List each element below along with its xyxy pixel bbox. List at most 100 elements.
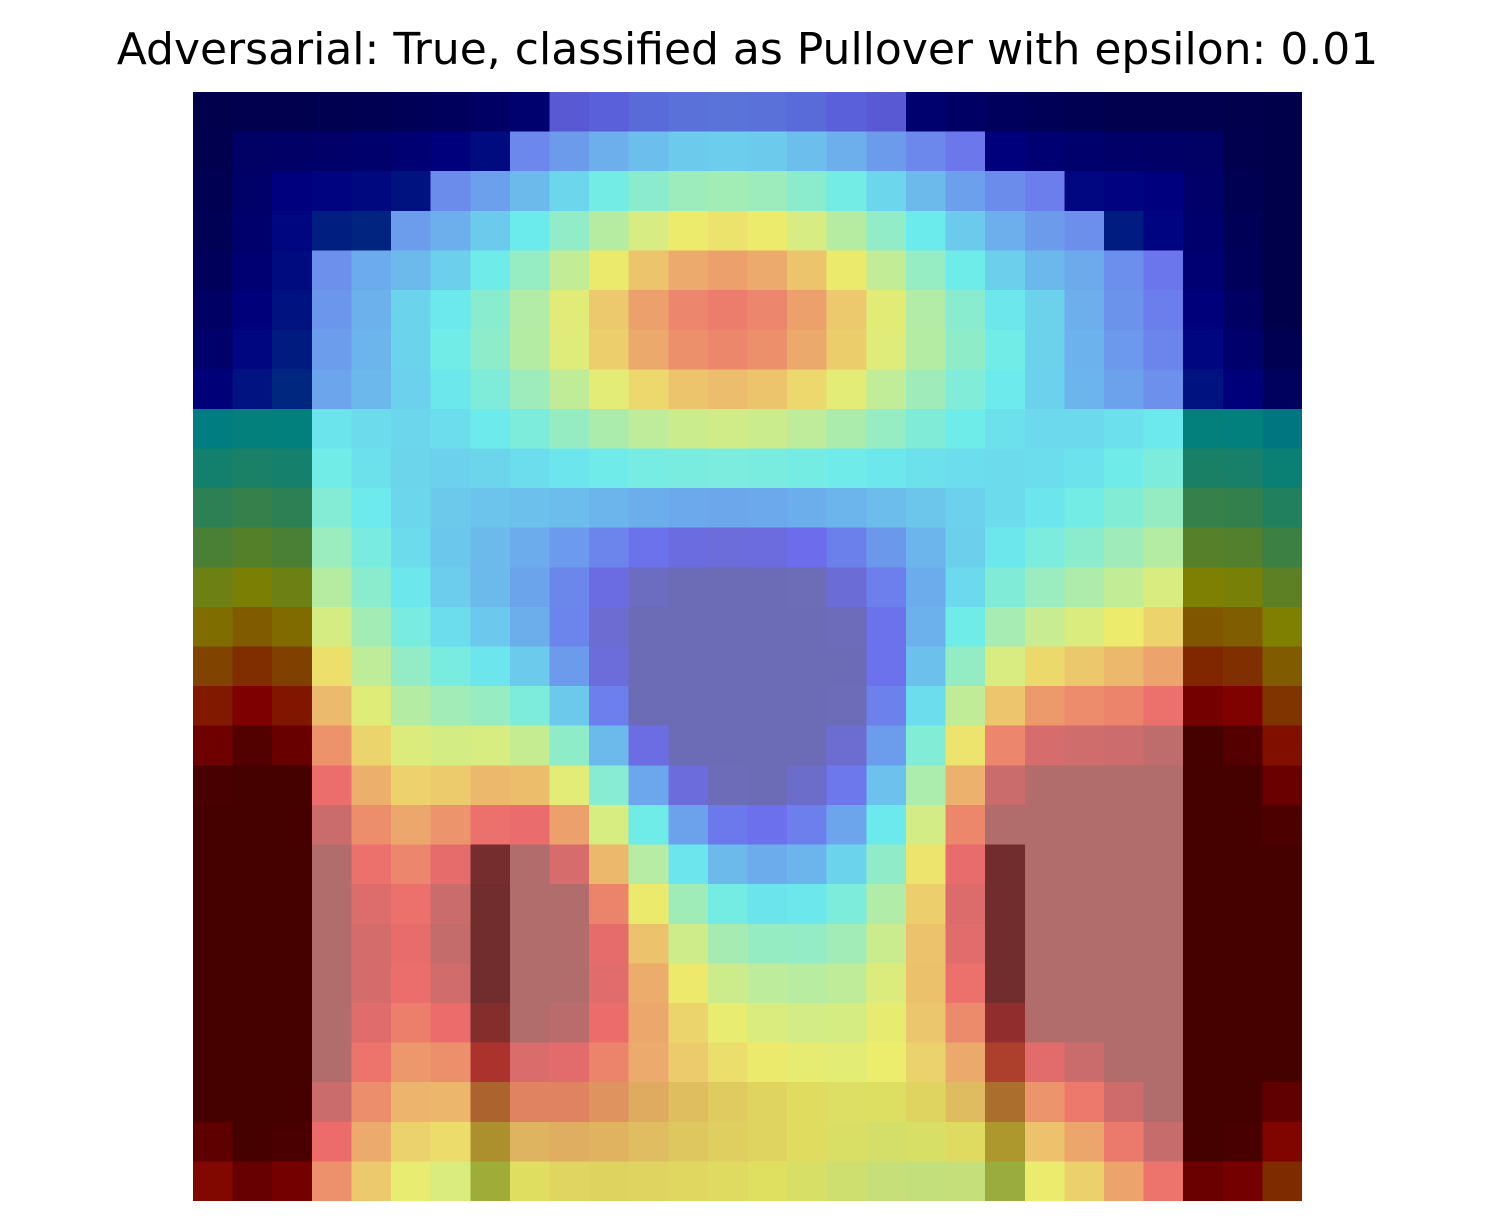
- heatmap-cell: [945, 606, 986, 648]
- heatmap-cell: [787, 131, 828, 173]
- heatmap-cell: [1064, 765, 1105, 806]
- heatmap-cell: [1064, 1121, 1105, 1163]
- heatmap-cell: [1262, 765, 1302, 806]
- heatmap-cell: [1103, 725, 1145, 767]
- heatmap-cell: [391, 171, 432, 212]
- heatmap-cell: [351, 369, 392, 410]
- heatmap-cell: [747, 369, 788, 410]
- heatmap-cell: [311, 844, 353, 885]
- heatmap-cell: [1103, 1082, 1145, 1123]
- heatmap-cell: [509, 844, 551, 885]
- heatmap-cell: [905, 567, 947, 608]
- heatmap-cell: [1103, 804, 1145, 846]
- heatmap-cell: [1222, 1161, 1264, 1201]
- heatmap-cell: [1262, 290, 1302, 331]
- heatmap-cell: [391, 448, 432, 489]
- heatmap-cell: [470, 131, 511, 173]
- heatmap-cell: [549, 92, 590, 133]
- heatmap-cell: [905, 448, 947, 489]
- heatmap-cell: [668, 369, 709, 410]
- heatmap-cell: [707, 884, 749, 925]
- heatmap-cell: [470, 567, 511, 608]
- heatmap-cell: [747, 844, 788, 885]
- heatmap-cell: [1064, 210, 1105, 252]
- heatmap-cell: [509, 884, 551, 925]
- heatmap-cell: [351, 963, 392, 1004]
- heatmap-cell: [232, 1042, 274, 1083]
- heatmap-cell: [1183, 1002, 1224, 1044]
- heatmap-cell: [747, 1042, 788, 1083]
- heatmap-cell: [826, 963, 868, 1004]
- heatmap-cell: [945, 686, 986, 727]
- heatmap-cell: [1262, 210, 1302, 252]
- heatmap-cell: [747, 1121, 788, 1163]
- heatmap-cell: [985, 1002, 1026, 1044]
- heatmap-cell: [430, 844, 472, 885]
- heatmap-cell: [549, 844, 590, 885]
- heatmap-cell: [193, 725, 234, 767]
- heatmap-cell: [470, 725, 511, 767]
- heatmap-cell: [1143, 567, 1184, 608]
- heatmap-cell: [193, 567, 234, 608]
- heatmap-cell: [945, 250, 986, 291]
- heatmap-cell: [1143, 765, 1184, 806]
- heatmap-cell: [589, 844, 630, 885]
- heatmap-cell: [1222, 646, 1264, 687]
- heatmap-cell: [826, 131, 868, 173]
- heatmap-cell: [866, 329, 907, 371]
- heatmap-cell: [866, 725, 907, 767]
- heatmap-cell: [905, 923, 947, 965]
- heatmap-cell: [391, 1161, 432, 1201]
- heatmap-cell: [351, 765, 392, 806]
- heatmap-cell: [707, 1082, 749, 1123]
- heatmap-cell: [1222, 567, 1264, 608]
- heatmap-cell: [391, 290, 432, 331]
- heatmap-cell: [826, 171, 868, 212]
- heatmap-cell: [1262, 448, 1302, 489]
- heatmap-cell: [391, 804, 432, 846]
- heatmap-cell: [668, 290, 709, 331]
- heatmap-cell: [826, 686, 868, 727]
- heatmap-cell: [589, 171, 630, 212]
- heatmap-cell: [311, 171, 353, 212]
- heatmap-cell: [985, 963, 1026, 1004]
- heatmap-cell: [311, 646, 353, 687]
- heatmap-cell: [945, 210, 986, 252]
- heatmap-cell: [470, 290, 511, 331]
- heatmap-cell: [589, 567, 630, 608]
- heatmap-cell: [1103, 606, 1145, 648]
- heatmap-cell: [826, 1002, 868, 1044]
- heatmap-cell: [1262, 567, 1302, 608]
- heatmap-cell: [232, 171, 274, 212]
- heatmap-cell: [1143, 488, 1184, 529]
- heatmap-cell: [945, 1161, 986, 1201]
- heatmap-cell: [272, 448, 313, 489]
- heatmap-cell: [311, 686, 353, 727]
- heatmap-cell: [866, 765, 907, 806]
- heatmap-cell: [985, 567, 1026, 608]
- heatmap-cell: [1143, 408, 1184, 450]
- heatmap-cell: [945, 488, 986, 529]
- heatmap-cell: [866, 92, 907, 133]
- heatmap-cell: [430, 408, 472, 450]
- heatmap-cell: [470, 923, 511, 965]
- heatmap-cell: [1222, 1121, 1264, 1163]
- heatmap-cell: [509, 171, 551, 212]
- heatmap-cell: [1183, 290, 1224, 331]
- heatmap-cell: [193, 646, 234, 687]
- heatmap-cell: [1143, 725, 1184, 767]
- heatmap-cell: [945, 92, 986, 133]
- heatmap-cell: [1262, 369, 1302, 410]
- heatmap-cell: [311, 567, 353, 608]
- heatmap-cell: [905, 725, 947, 767]
- heatmap-cell: [1222, 686, 1264, 727]
- heatmap-cell: [430, 527, 472, 569]
- heatmap-cell: [905, 1002, 947, 1044]
- heatmap-cell: [787, 923, 828, 965]
- heatmap-cell: [1143, 171, 1184, 212]
- heatmap-cell: [232, 646, 274, 687]
- heatmap-cell: [351, 408, 392, 450]
- heatmap-cell: [470, 765, 511, 806]
- heatmap-cell: [1024, 646, 1066, 687]
